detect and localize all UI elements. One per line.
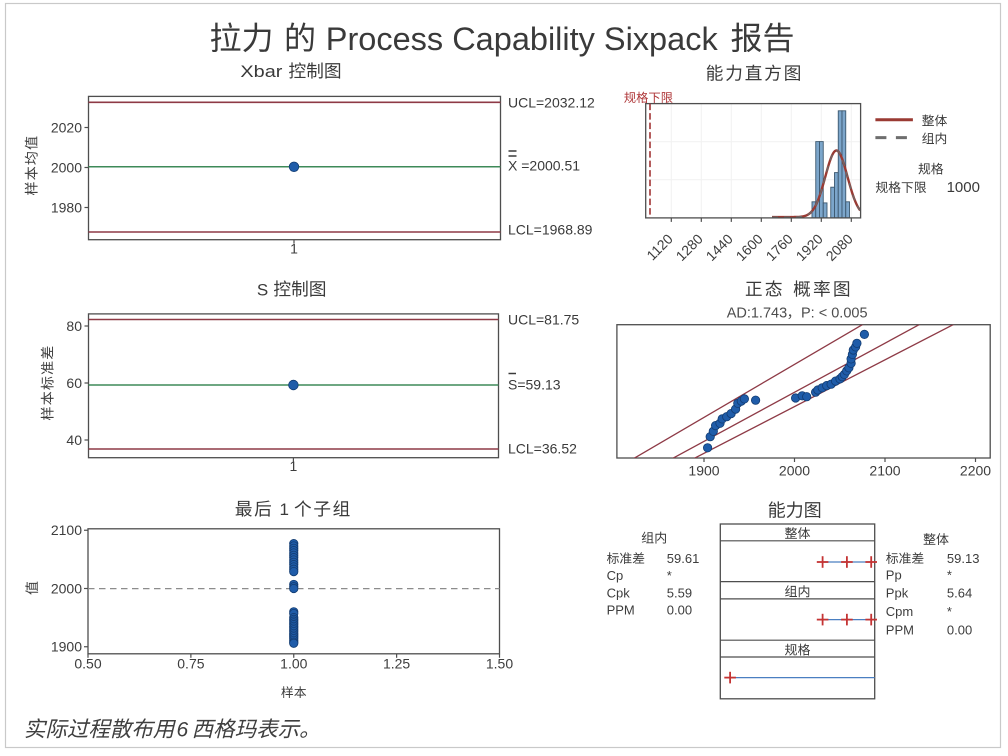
svg-text:0.50: 0.50 — [74, 656, 101, 672]
svg-text:UCL=2032.12: UCL=2032.12 — [508, 95, 595, 111]
svg-text:Cp: Cp — [607, 568, 624, 583]
svg-text:0.75: 0.75 — [177, 656, 204, 672]
svg-text:40: 40 — [66, 432, 82, 448]
svg-text:1000: 1000 — [947, 179, 980, 196]
svg-text:LCL=36.52: LCL=36.52 — [508, 440, 577, 456]
svg-text:5.59: 5.59 — [667, 586, 692, 601]
svg-text:2000: 2000 — [51, 159, 82, 175]
svg-text:Cpm: Cpm — [886, 604, 913, 619]
svg-text:Cpk: Cpk — [607, 586, 631, 601]
svg-text:1.25: 1.25 — [383, 656, 410, 672]
svg-text:60: 60 — [66, 375, 82, 391]
svg-text:80: 80 — [66, 318, 82, 334]
svg-text:2100: 2100 — [51, 522, 82, 538]
svg-text:PPM: PPM — [607, 603, 635, 618]
svg-text:*: * — [667, 568, 672, 583]
svg-text:2100: 2100 — [869, 463, 900, 479]
svg-text:*: * — [947, 568, 952, 583]
svg-text:1: 1 — [290, 458, 298, 474]
svg-text:2200: 2200 — [960, 463, 991, 479]
svg-text:2000: 2000 — [779, 463, 810, 479]
svg-text:0.00: 0.00 — [947, 623, 972, 638]
svg-text:0.00: 0.00 — [667, 603, 692, 618]
svg-text:S: S — [257, 280, 268, 299]
svg-text:1980: 1980 — [51, 199, 82, 215]
svg-text:Xbar: Xbar — [240, 62, 282, 81]
svg-text:5.64: 5.64 — [947, 586, 972, 601]
svg-text:UCL=81.75: UCL=81.75 — [508, 311, 579, 327]
svg-text:1: 1 — [290, 241, 298, 257]
svg-text:*: * — [947, 604, 952, 619]
svg-text:AD:1.743: AD:1.743 — [727, 306, 787, 322]
svg-text:1900: 1900 — [51, 639, 82, 655]
svg-text:59.61: 59.61 — [667, 551, 700, 566]
svg-text:59.13: 59.13 — [947, 551, 980, 566]
svg-text:X =2000.51: X =2000.51 — [508, 158, 580, 174]
svg-text:6: 6 — [177, 719, 189, 742]
svg-text:1.00: 1.00 — [280, 656, 307, 672]
svg-text:Pp: Pp — [886, 568, 902, 583]
svg-text:1.50: 1.50 — [486, 656, 513, 672]
svg-text:LCL=1968.89: LCL=1968.89 — [508, 222, 593, 238]
svg-text:P: < 0.005: P: < 0.005 — [801, 306, 868, 322]
svg-text:1900: 1900 — [688, 463, 719, 479]
svg-text:1: 1 — [280, 500, 289, 519]
svg-text:Ppk: Ppk — [886, 586, 909, 601]
svg-text:PPM: PPM — [886, 623, 914, 638]
svg-text:Process Capability Sixpack: Process Capability Sixpack — [326, 21, 719, 57]
svg-text:2000: 2000 — [51, 580, 82, 596]
svg-text:S=59.13: S=59.13 — [508, 376, 561, 392]
svg-text:2020: 2020 — [51, 119, 82, 135]
